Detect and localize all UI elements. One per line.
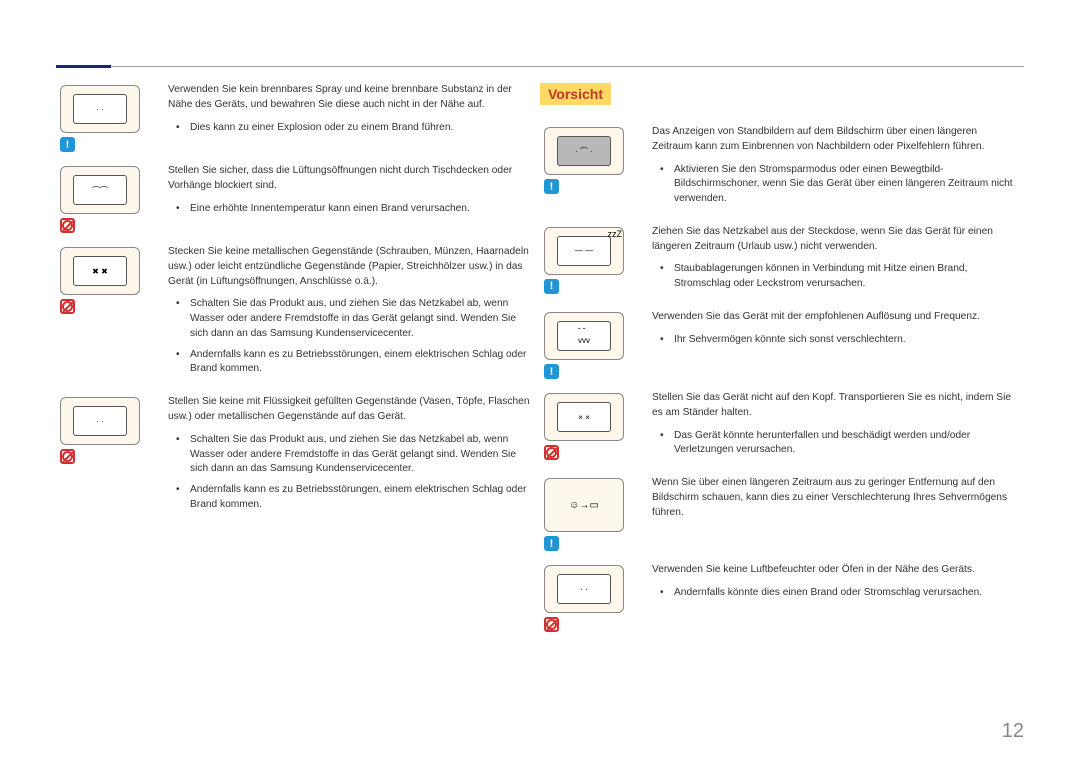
- safety-item: × × Stellen Sie das Gerät nicht auf den …: [540, 391, 1024, 464]
- item-intro: Stecken Sie keine metallischen Gegenstän…: [168, 245, 532, 289]
- safety-item: · · Verwenden Sie keine Luftbefeuchter o…: [540, 563, 1024, 632]
- item-bullet: Andernfalls könnte dies einen Brand oder…: [674, 586, 1016, 601]
- item-bullet: Dies kann zu einer Explosion oder zu ein…: [190, 121, 532, 136]
- vent-blocked-icon: ⌒⌒: [60, 166, 140, 214]
- spray-icon: · ·: [60, 85, 140, 133]
- left-column: · · Verwenden Sie kein brennbares Spray …: [56, 83, 540, 644]
- item-intro: Ziehen Sie das Netzkabel aus der Steckdo…: [652, 225, 1016, 255]
- item-intro: Das Anzeigen von Standbildern auf dem Bi…: [652, 125, 1016, 155]
- safety-item: ☺→▭ Wenn Sie über einen längeren Zeitrau…: [540, 476, 1024, 551]
- item-bullet: Eine erhöhte Innentemperatur kann einen …: [190, 202, 532, 217]
- safety-item: · · Verwenden Sie kein brennbares Spray …: [56, 83, 540, 152]
- info-badge-icon: [544, 179, 559, 194]
- safety-item: — — zzZ Ziehen Sie das Netzkabel aus der…: [540, 225, 1024, 298]
- prohibit-badge-icon: [544, 617, 559, 632]
- prohibit-badge-icon: [60, 449, 75, 464]
- prohibit-badge-icon: [60, 299, 75, 314]
- item-intro: Verwenden Sie das Gerät mit der empfohle…: [652, 310, 1016, 325]
- item-intro: Stellen Sie das Gerät nicht auf den Kopf…: [652, 391, 1016, 421]
- item-intro: Verwenden Sie kein brennbares Spray und …: [168, 83, 532, 113]
- item-bullet: Andernfalls kann es zu Betriebsstörungen…: [190, 483, 532, 513]
- item-intro: Stellen Sie keine mit Flüssigkeit gefüll…: [168, 395, 532, 425]
- safety-item: ✖ ✖ Stecken Sie keine metallischen Gegen…: [56, 245, 540, 383]
- header-divider: [56, 66, 1024, 67]
- burn-in-icon: · ⌒ ·: [544, 127, 624, 175]
- item-bullet: Aktivieren Sie den Stromsparmodus oder e…: [674, 163, 1016, 207]
- content-area: · · Verwenden Sie kein brennbares Spray …: [56, 83, 1024, 644]
- item-intro: Verwenden Sie keine Luftbefeuchter oder …: [652, 563, 1016, 578]
- item-intro: Wenn Sie über einen längeren Zeitraum au…: [652, 476, 1016, 520]
- metal-objects-icon: ✖ ✖: [60, 247, 140, 295]
- resolution-icon: ˘ ˘vvv: [544, 312, 624, 360]
- item-intro: Stellen Sie sicher, dass die Lüftungsöff…: [168, 164, 532, 194]
- header-accent: [56, 65, 111, 68]
- item-bullet: Schalten Sie das Produkt aus, und ziehen…: [190, 297, 532, 341]
- item-bullet: Schalten Sie das Produkt aus, und ziehen…: [190, 433, 532, 477]
- humidifier-icon: · ·: [544, 565, 624, 613]
- info-badge-icon: [60, 137, 75, 152]
- safety-item: ˘ ˘vvv Verwenden Sie das Gerät mit der e…: [540, 310, 1024, 379]
- right-column: Vorsicht · ⌒ · Das Anzeigen von Standbil…: [540, 83, 1024, 644]
- eye-proximity-icon: ☺→▭: [544, 478, 624, 532]
- prohibit-badge-icon: [60, 218, 75, 233]
- prohibit-badge-icon: [544, 445, 559, 460]
- info-badge-icon: [544, 279, 559, 294]
- info-badge-icon: [544, 536, 559, 551]
- item-bullet: Staubablagerungen können in Verbindung m…: [674, 262, 1016, 292]
- caution-heading: Vorsicht: [540, 83, 611, 105]
- vase-on-device-icon: · ·: [60, 397, 140, 445]
- upside-down-icon: × ×: [544, 393, 624, 441]
- unplug-sleep-icon: — — zzZ: [544, 227, 624, 275]
- safety-item: ⌒⌒ Stellen Sie sicher, dass die Lüftungs…: [56, 164, 540, 233]
- safety-item: · · Stellen Sie keine mit Flüssigkeit ge…: [56, 395, 540, 518]
- page-number: 12: [1002, 720, 1024, 743]
- item-bullet: Ihr Sehvermögen könnte sich sonst versch…: [674, 333, 1016, 348]
- safety-item: · ⌒ · Das Anzeigen von Standbildern auf …: [540, 125, 1024, 213]
- info-badge-icon: [544, 364, 559, 379]
- item-bullet: Andernfalls kann es zu Betriebsstörungen…: [190, 348, 532, 378]
- item-bullet: Das Gerät könnte herunterfallen und besc…: [674, 429, 1016, 459]
